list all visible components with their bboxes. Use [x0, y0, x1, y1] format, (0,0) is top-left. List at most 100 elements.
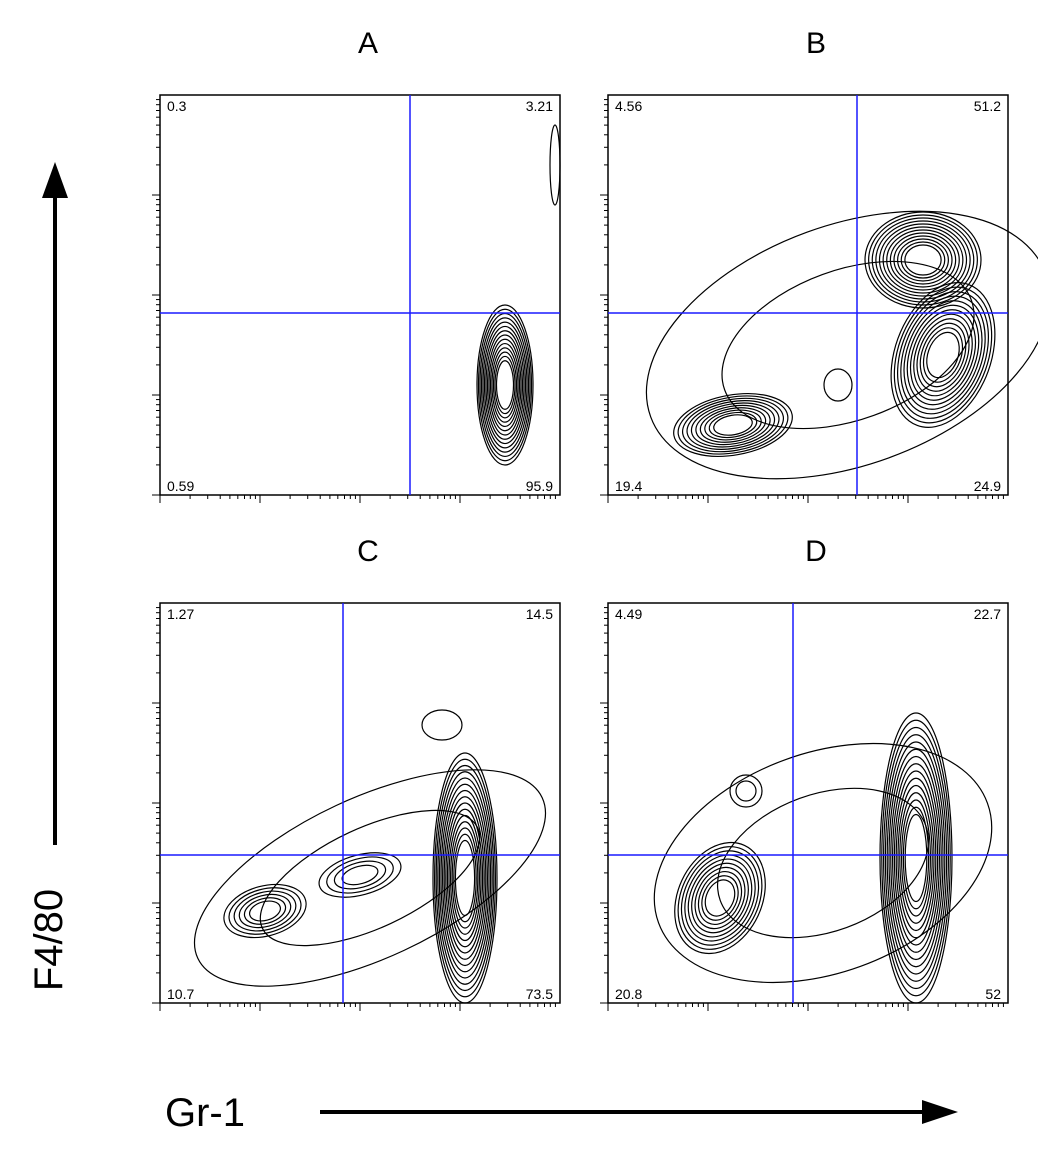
contour [446, 808, 484, 948]
plot-frame [159, 602, 561, 1004]
contour [451, 827, 479, 929]
contour [491, 347, 519, 423]
quadrant-label: 3.21 [526, 98, 553, 114]
x-axis-label: Gr-1 [165, 1091, 245, 1135]
plot-frame [159, 94, 561, 496]
contour [483, 325, 527, 445]
contour [485, 330, 525, 440]
contour [435, 764, 495, 992]
contour [904, 813, 928, 903]
contour [906, 304, 980, 406]
contour [704, 409, 762, 441]
contour [437, 771, 493, 985]
contour [440, 783, 490, 973]
contour [713, 414, 753, 436]
contour [442, 789, 489, 967]
contour [680, 850, 760, 946]
quadrant-label: 4.56 [615, 98, 642, 114]
panel-title: D [805, 535, 827, 568]
contour [223, 883, 307, 939]
contour [899, 792, 933, 924]
contour [694, 866, 746, 930]
contour [701, 875, 739, 921]
panel: B 4.56 51.2 19.4 24.9 [600, 27, 1038, 503]
quadrant-label: 73.5 [526, 986, 553, 1002]
panel: C 1.27 14.5 10.7 73.5 [152, 535, 561, 1011]
quadrant-label: 0.59 [167, 478, 194, 494]
quadrant-label: 95.9 [526, 478, 553, 494]
contour [495, 360, 515, 410]
contour [704, 879, 736, 917]
contour [443, 796, 487, 960]
contour [901, 799, 932, 917]
contour [916, 318, 970, 392]
contour [896, 291, 990, 419]
contour [716, 787, 930, 939]
contour [233, 890, 297, 932]
contour [926, 331, 960, 379]
contour [489, 342, 521, 428]
contour [243, 897, 287, 925]
contour [922, 327, 964, 383]
contour [893, 235, 953, 285]
contour [434, 758, 497, 998]
contour [868, 214, 978, 306]
contour [677, 846, 763, 950]
quadrant-label: 10.7 [167, 986, 194, 1002]
contour [913, 313, 973, 397]
contour [886, 229, 960, 291]
contour [228, 887, 302, 935]
panel: D 4.49 22.7 20.8 52 [600, 535, 1009, 1011]
contour [890, 282, 996, 428]
quadrant-label: 0.3 [167, 98, 187, 114]
contour [902, 806, 930, 910]
contour [421, 709, 463, 741]
contour [699, 407, 767, 443]
contour [890, 755, 942, 961]
contour [476, 304, 534, 466]
contour [326, 856, 394, 894]
contour [695, 404, 771, 446]
contour [691, 862, 749, 934]
contour [893, 770, 939, 946]
contour [889, 232, 957, 288]
contour [494, 355, 516, 415]
contour [687, 858, 753, 938]
contour [919, 322, 967, 388]
contour [886, 741, 946, 975]
quadrant-label: 52 [985, 986, 1001, 1002]
panel-title: B [806, 27, 826, 60]
contour [900, 241, 946, 279]
contour [900, 295, 986, 415]
contour [453, 833, 477, 923]
contour [549, 124, 561, 206]
contour [893, 286, 993, 424]
contour [871, 217, 975, 303]
contour [697, 871, 743, 925]
quadrant-label: 1.27 [167, 606, 194, 622]
quadrant-label: 22.7 [974, 606, 1001, 622]
quadrant-label: 20.8 [615, 986, 642, 1002]
contour [248, 900, 282, 922]
contour [684, 854, 756, 942]
panel: A 0.3 3.21 0.59 95.9 [152, 27, 561, 503]
contour [883, 726, 950, 990]
contour [333, 860, 387, 890]
contour [238, 893, 292, 929]
contour [450, 821, 481, 935]
quadrant-label: 14.5 [526, 606, 553, 622]
quadrant-label: 4.49 [615, 606, 642, 622]
contour [904, 244, 942, 276]
contour [445, 802, 485, 954]
contour [823, 368, 853, 402]
contour [259, 809, 481, 947]
quadrant-label: 51.2 [974, 98, 1001, 114]
y-arrowhead [42, 162, 68, 198]
quadrant-label: 24.9 [974, 478, 1001, 494]
contour [897, 238, 949, 282]
contour [480, 317, 530, 453]
x-arrowhead [922, 1100, 958, 1124]
contour [486, 334, 524, 436]
y-axis-label: F4/80 [27, 889, 71, 991]
